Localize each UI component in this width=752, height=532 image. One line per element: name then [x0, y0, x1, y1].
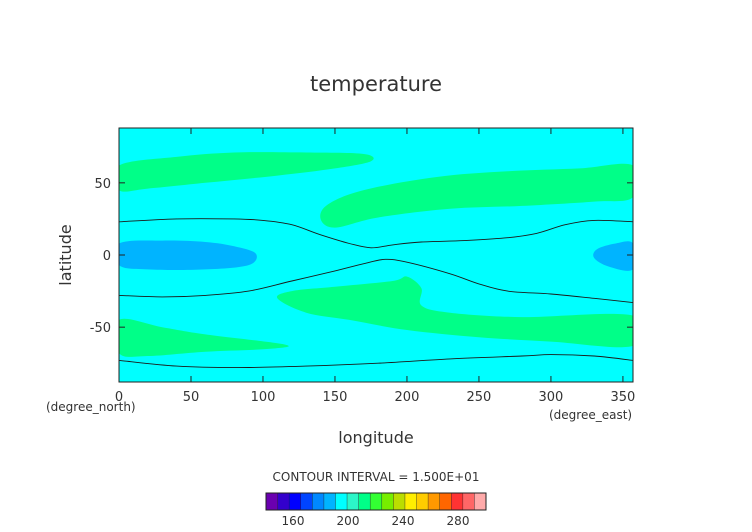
colorbar-swatch — [428, 493, 440, 510]
colorbar-tick-label: 240 — [392, 514, 415, 528]
colorbar-swatch — [474, 493, 487, 510]
colorbar-swatch — [381, 493, 394, 510]
fill-region-colder — [593, 241, 633, 271]
contour-interval-label: CONTOUR INTERVAL = 1.500E+01 — [273, 470, 480, 484]
colorbar-frame — [265, 492, 487, 511]
colorbar-tick-label: 200 — [337, 514, 360, 528]
colorbar-swatch — [393, 493, 406, 510]
colorbar-swatch — [451, 493, 464, 510]
fill-region-warmer — [320, 163, 633, 228]
x-ticks: 0 50 100 150 200 250 300 350 — [115, 128, 635, 405]
colorbar-swatch — [323, 493, 336, 510]
x-tick-label: 50 — [183, 390, 200, 405]
colorbar-tick-label: 280 — [447, 514, 470, 528]
y-axis-title: latitude — [56, 224, 75, 285]
chart-title: temperature — [310, 72, 442, 96]
x-tick-label: 300 — [539, 390, 564, 405]
y-tick-label: 50 — [94, 177, 111, 192]
fill-region-colder — [119, 240, 257, 270]
y-tick-label: -50 — [90, 321, 111, 336]
colorbar-swatch — [266, 493, 278, 510]
colorbar-swatch — [289, 493, 302, 510]
x-axis-title: longitude — [338, 428, 413, 447]
colorbar: 160 200 240 280 — [265, 492, 487, 528]
contour-line — [119, 218, 633, 249]
colorbar-swatch — [347, 493, 359, 510]
x-tick-label: 200 — [395, 390, 420, 405]
x-unit-label: (degree_east) — [549, 408, 632, 422]
colorbar-swatch — [300, 493, 313, 510]
contour-line — [119, 258, 633, 304]
fill-region-warmer — [119, 318, 289, 357]
y-ticks: 50 0 -50 — [90, 177, 633, 336]
contour-lines — [119, 218, 633, 369]
colorbar-swatch — [277, 493, 290, 510]
y-tick-label: 0 — [103, 249, 111, 264]
fill-region-warmer — [119, 152, 374, 192]
colorbar-swatch — [312, 493, 325, 510]
colorbar-swatch — [358, 493, 371, 510]
x-tick-label: 100 — [251, 390, 276, 405]
fill-region-warmer — [276, 276, 633, 348]
fill-regions — [119, 152, 633, 357]
x-tick-label: 350 — [611, 390, 636, 405]
x-tick-label: 250 — [467, 390, 492, 405]
colorbar-swatch — [370, 493, 383, 510]
y-unit-label: (degree_north) — [46, 400, 136, 414]
colorbar-swatch — [335, 493, 348, 510]
colorbar-swatch — [439, 493, 452, 510]
colorbar-swatch — [462, 493, 475, 510]
x-tick-label: 150 — [323, 390, 348, 405]
contour-line — [119, 354, 633, 369]
colorbar-swatch — [404, 493, 417, 510]
colorbar-swatch — [416, 493, 429, 510]
colorbar-tick-label: 160 — [282, 514, 305, 528]
x-tick-label: 0 — [115, 390, 123, 405]
